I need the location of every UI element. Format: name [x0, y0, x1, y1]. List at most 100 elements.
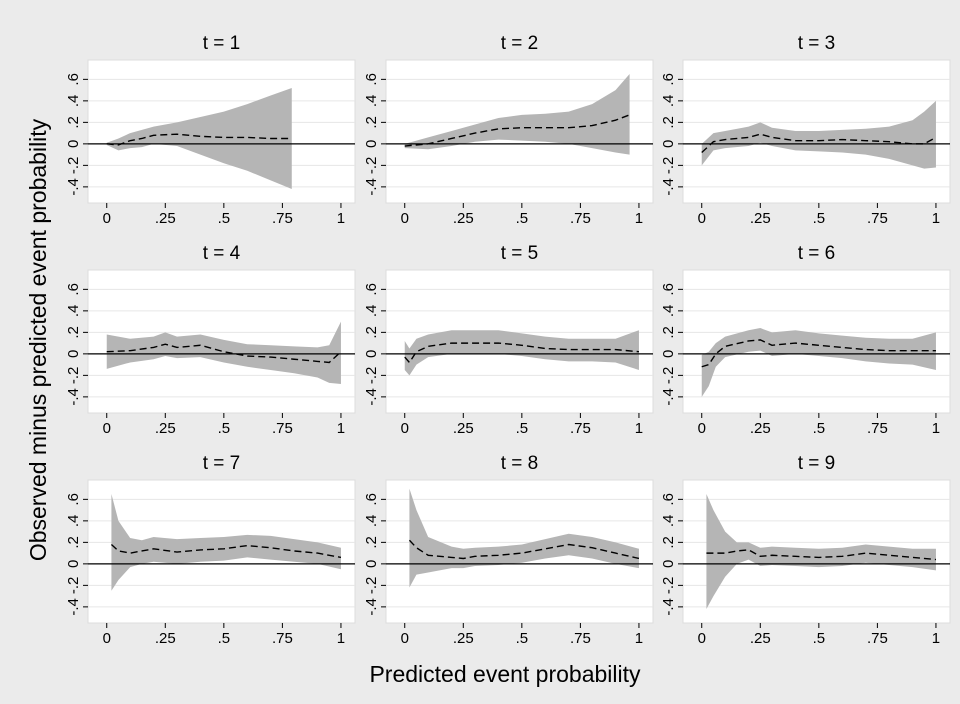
confidence-band [404, 330, 639, 376]
x-tick-label: 1 [635, 630, 643, 647]
y-tick-label: .6 [660, 493, 677, 506]
y-tick-label: .4 [363, 95, 380, 108]
x-tick-label: .75 [570, 210, 591, 227]
x-tick-label: 1 [932, 630, 940, 647]
estimate-line [110, 543, 342, 559]
panel-title: t = 2 [501, 33, 539, 54]
panel-title: t = 3 [798, 33, 836, 54]
x-tick-label: .75 [570, 420, 591, 437]
x-tick-label: 0 [698, 420, 706, 437]
y-tick-label: -.4 [363, 598, 380, 616]
x-tick-label: 1 [337, 420, 345, 437]
y-tick-label: .2 [65, 326, 82, 339]
x-tick-label: .75 [867, 630, 888, 647]
y-tick-label: -.4 [65, 388, 82, 406]
x-tick-label: .5 [218, 210, 231, 227]
x-tick-label: .5 [813, 630, 826, 647]
y-tick-label: .2 [660, 326, 677, 339]
y-tick-label: 0 [65, 140, 82, 148]
panel-title: t = 6 [798, 243, 836, 264]
x-tick-label: .25 [750, 420, 771, 437]
estimate-line [106, 133, 292, 146]
x-tick-label: .5 [516, 630, 529, 647]
y-tick-label: .2 [363, 536, 380, 549]
y-tick-label: .4 [660, 515, 677, 528]
x-tick-label: 0 [103, 210, 111, 227]
y-tick-label: .4 [660, 305, 677, 318]
y-tick-label: 0 [65, 560, 82, 568]
x-tick-label: .5 [218, 630, 231, 647]
y-tick-label: -.2 [65, 367, 82, 385]
y-tick-label: .6 [660, 283, 677, 296]
y-tick-label: -.2 [363, 367, 380, 385]
x-tick-label: 1 [337, 210, 345, 227]
x-tick-label: .75 [272, 420, 293, 437]
estimate-line [408, 539, 640, 560]
x-tick-label: .25 [453, 420, 474, 437]
y-tick-label: .2 [660, 116, 677, 129]
estimate-line [706, 549, 937, 561]
y-tick-label: .4 [65, 305, 82, 318]
panel-title: t = 1 [203, 33, 241, 54]
x-tick-label: .75 [272, 630, 293, 647]
y-tick-label: -.4 [363, 178, 380, 196]
y-tick-label: -.2 [65, 577, 82, 595]
x-tick-label: 1 [635, 420, 643, 437]
y-tick-label: .2 [660, 536, 677, 549]
y-tick-label: -.4 [660, 598, 677, 616]
x-tick-label: .75 [272, 210, 293, 227]
y-tick-label: -.4 [363, 388, 380, 406]
x-tick-label: 0 [401, 630, 409, 647]
x-tick-label: 1 [932, 210, 940, 227]
x-tick-label: .25 [750, 630, 771, 647]
y-tick-label: .6 [363, 73, 380, 86]
y-tick-label: .4 [660, 95, 677, 108]
x-tick-label: .5 [218, 420, 231, 437]
x-tick-label: .25 [750, 210, 771, 227]
x-tick-label: .5 [516, 420, 529, 437]
x-tick-label: 1 [932, 420, 940, 437]
confidence-band [706, 493, 936, 610]
confidence-band [111, 493, 341, 591]
x-axis-title: Predicted event probability [369, 661, 641, 687]
y-tick-label: 0 [65, 350, 82, 358]
estimate-line [404, 342, 640, 364]
estimate-line [701, 339, 936, 368]
estimate-line [404, 114, 630, 147]
x-tick-label: .75 [867, 210, 888, 227]
y-tick-label: 0 [363, 350, 380, 358]
x-tick-label: .25 [453, 630, 474, 647]
y-tick-label: -.2 [65, 157, 82, 175]
x-tick-label: 0 [401, 210, 409, 227]
x-tick-label: .25 [155, 210, 176, 227]
x-tick-label: 1 [635, 210, 643, 227]
panel-title: t = 7 [203, 453, 241, 474]
x-tick-label: .25 [453, 210, 474, 227]
x-tick-label: 0 [698, 210, 706, 227]
y-tick-label: .6 [363, 283, 380, 296]
y-tick-label: .4 [363, 515, 380, 528]
y-tick-label: 0 [363, 560, 380, 568]
y-tick-label: 0 [660, 350, 677, 358]
y-tick-label: .2 [363, 116, 380, 129]
x-tick-label: .75 [867, 420, 888, 437]
x-tick-label: 0 [103, 630, 111, 647]
y-tick-label: 0 [363, 140, 380, 148]
confidence-band [701, 328, 936, 397]
y-axis-title: Observed minus predicted event probabili… [25, 118, 51, 561]
x-tick-label: 1 [337, 630, 345, 647]
confidence-band [106, 87, 292, 190]
y-tick-label: .6 [660, 73, 677, 86]
y-tick-label: .2 [363, 326, 380, 339]
y-tick-label: -.2 [660, 367, 677, 385]
y-tick-label: -.2 [660, 157, 677, 175]
x-tick-label: .5 [813, 210, 826, 227]
x-tick-label: .25 [155, 420, 176, 437]
y-tick-label: -.4 [660, 178, 677, 196]
y-tick-label: .2 [65, 536, 82, 549]
y-tick-label: .4 [363, 305, 380, 318]
y-tick-label: -.2 [660, 577, 677, 595]
x-tick-label: .5 [813, 420, 826, 437]
